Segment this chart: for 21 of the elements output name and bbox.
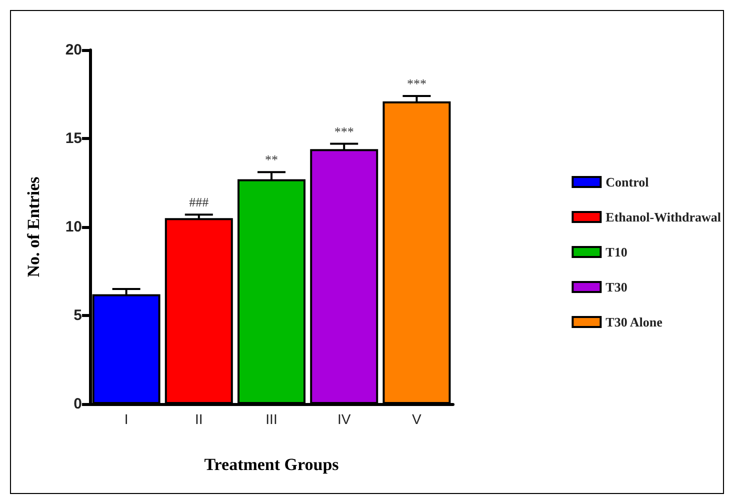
x-tick-label: III: [266, 411, 278, 427]
legend-label: Ethanol-Withdrawal: [606, 210, 722, 224]
x-tick-label: IV: [337, 411, 352, 427]
x-axis-title: Treatment Groups: [204, 455, 340, 474]
legend-label: T30 Alone: [606, 314, 663, 330]
y-axis-title: No. of Entries: [24, 176, 43, 278]
x-tick-label: V: [412, 411, 422, 427]
annotation: **: [265, 152, 278, 168]
y-tick-label: 0: [74, 396, 82, 412]
y-tick-label: 10: [65, 218, 82, 236]
annotation: ***: [406, 76, 426, 92]
y-tick-label: 5: [74, 307, 82, 324]
legend-label: T30: [606, 280, 628, 294]
x-tick-label: II: [195, 411, 203, 427]
legend-label: Control: [606, 174, 650, 190]
x-tick-label: I: [124, 411, 128, 427]
annotation: ***: [334, 124, 354, 139]
legend-label: T10: [606, 244, 628, 260]
annotation: ###: [189, 194, 210, 210]
y-tick-label: 20: [65, 42, 82, 58]
y-tick-label: 15: [65, 130, 82, 147]
